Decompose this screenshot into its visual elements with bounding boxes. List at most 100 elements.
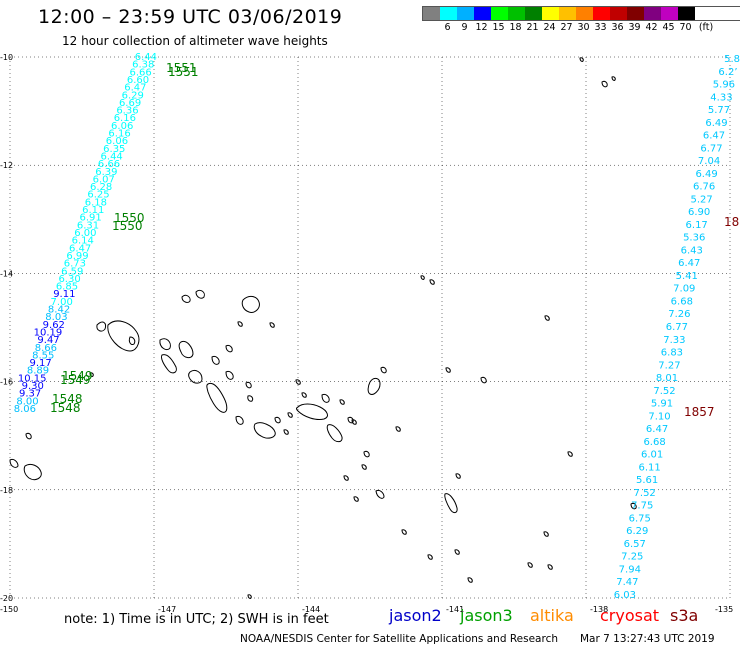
island-outline bbox=[96, 321, 106, 332]
swh-value-label: 6.83 bbox=[661, 348, 683, 359]
swh-value-label: 6.44 bbox=[135, 52, 157, 63]
island-outline bbox=[480, 376, 487, 384]
island-outline bbox=[467, 577, 473, 583]
island-outline bbox=[343, 475, 349, 481]
swh-value-label: 6.16 bbox=[114, 113, 136, 124]
swh-value-label: 7.75 bbox=[631, 501, 653, 512]
swh-value-label: 6.47 bbox=[69, 243, 91, 254]
swh-value-label: 9.37 bbox=[19, 389, 41, 400]
satellite-legend-entry: altika bbox=[530, 606, 574, 625]
east-altimeter-track: 5.86.2’5.964.335.776.496.476.777.046.496… bbox=[614, 54, 740, 601]
pass-time-label: 1551 bbox=[166, 61, 197, 75]
satellite-legend-entry: jason3 bbox=[460, 606, 513, 625]
colorbar-swatch bbox=[627, 7, 644, 20]
colorbar-tick-label: 45 bbox=[662, 22, 675, 33]
island-outline bbox=[237, 321, 243, 327]
swh-value-label: 8.03 bbox=[45, 312, 67, 323]
island-outline bbox=[630, 502, 637, 510]
lat-tick-label: -10 bbox=[0, 53, 13, 62]
colorbar-swatch bbox=[576, 7, 593, 20]
swh-value-label: 5.8 bbox=[724, 54, 740, 65]
colorbar-swatch bbox=[525, 7, 542, 20]
swh-value-label: 6.47 bbox=[678, 258, 700, 269]
swh-value-label: 8.89 bbox=[27, 366, 49, 377]
swh-value-label: 7.33 bbox=[663, 335, 685, 346]
colorbar-swatch bbox=[644, 7, 661, 20]
footer-note: note: 1) Time is in UTC; 2) SWH is in fe… bbox=[64, 612, 329, 627]
swh-value-label: 6.60 bbox=[127, 75, 149, 86]
swh-value-label: 6.39 bbox=[95, 167, 117, 178]
island-outline bbox=[543, 531, 549, 537]
island-outline bbox=[579, 57, 584, 62]
colorbar-tick-label: 21 bbox=[526, 22, 539, 33]
colorbar-swatch bbox=[508, 7, 525, 20]
colorbar-tick-label: 33 bbox=[594, 22, 607, 33]
swh-value-label: 6.47 bbox=[124, 83, 146, 94]
colorbar-tick-label: 18 bbox=[509, 22, 522, 33]
swh-value-label: 6.43 bbox=[681, 245, 703, 256]
colorbar-swatch bbox=[440, 7, 457, 20]
island-outline bbox=[301, 392, 307, 398]
island-outline bbox=[351, 419, 357, 425]
island-outline bbox=[188, 369, 203, 384]
swh-value-label: 6.75 bbox=[629, 513, 651, 524]
swh-value-label: 6.77 bbox=[666, 322, 688, 333]
swh-value-label: 5.91 bbox=[651, 399, 673, 410]
swh-value-label: 6.29 bbox=[122, 90, 144, 101]
island-outline bbox=[89, 372, 94, 377]
swh-value-label: 8.01 bbox=[656, 373, 678, 384]
swh-value-label: 7.27 bbox=[658, 360, 680, 371]
island-outline bbox=[567, 451, 573, 457]
island-outline bbox=[25, 432, 32, 440]
swh-value-label: 6.44 bbox=[101, 151, 123, 162]
colorbar-tick-label: 70 bbox=[679, 22, 692, 33]
island-outline bbox=[161, 354, 177, 374]
colorbar-tick-label: 24 bbox=[543, 22, 556, 33]
island-outline bbox=[429, 279, 435, 285]
island-outline bbox=[274, 416, 281, 424]
island-outline bbox=[195, 289, 205, 299]
island-outline bbox=[159, 338, 171, 351]
island-outline bbox=[253, 422, 276, 439]
island-outline bbox=[455, 473, 461, 479]
colorbar-swatch bbox=[491, 7, 508, 20]
swh-value-label: 6.17 bbox=[686, 220, 708, 231]
swh-value-label: 8.66 bbox=[35, 343, 57, 354]
colorbar-tick-label: 42 bbox=[645, 22, 658, 33]
island-outline bbox=[287, 412, 293, 418]
island-outline bbox=[296, 403, 328, 420]
swh-value-label: 7.47 bbox=[616, 577, 638, 588]
swh-value-label: 8.00 bbox=[16, 396, 38, 407]
island-outline bbox=[9, 459, 19, 468]
swh-value-label: 6.66 bbox=[98, 159, 120, 170]
island-outline bbox=[375, 490, 385, 499]
island-outline bbox=[427, 554, 433, 560]
island-outline bbox=[544, 315, 550, 321]
swh-value-label: 6.69 bbox=[119, 98, 141, 109]
swh-value-label: 6.49 bbox=[705, 118, 727, 129]
island-outline bbox=[23, 463, 42, 481]
swh-value-label: 7.52 bbox=[653, 386, 675, 397]
swh-value-label: 6.06 bbox=[106, 136, 128, 147]
pass-time-label: 1548 bbox=[52, 392, 83, 406]
swh-value-label: 6.07 bbox=[93, 174, 115, 185]
swh-value-label: 8.42 bbox=[48, 305, 70, 316]
swh-value-label: 7.52 bbox=[634, 488, 656, 499]
satellite-legend-entry: s3a bbox=[670, 606, 699, 625]
island-outline bbox=[339, 399, 345, 405]
pass-time-label: 1551 bbox=[168, 65, 199, 79]
lon-tick-label: -150 bbox=[0, 605, 18, 614]
colorbar-tick-label: 15 bbox=[492, 22, 505, 33]
swh-value-label: 6.31 bbox=[77, 220, 99, 231]
swh-value-label: 6.00 bbox=[74, 228, 96, 239]
lat-tick-label: -12 bbox=[0, 161, 13, 170]
colorbar-swatch bbox=[678, 7, 695, 20]
island-outline bbox=[247, 395, 254, 402]
swh-value-label: 6.2’ bbox=[718, 67, 737, 78]
pass-time-label: 1857 bbox=[684, 405, 715, 419]
pass-time-label: 18 bbox=[724, 215, 739, 229]
swh-value-label: 6.76 bbox=[693, 182, 715, 193]
swh-value-label: 5.61 bbox=[636, 475, 658, 486]
swh-value-label: 6.25 bbox=[87, 190, 109, 201]
swh-value-label: 6.47 bbox=[703, 131, 725, 142]
